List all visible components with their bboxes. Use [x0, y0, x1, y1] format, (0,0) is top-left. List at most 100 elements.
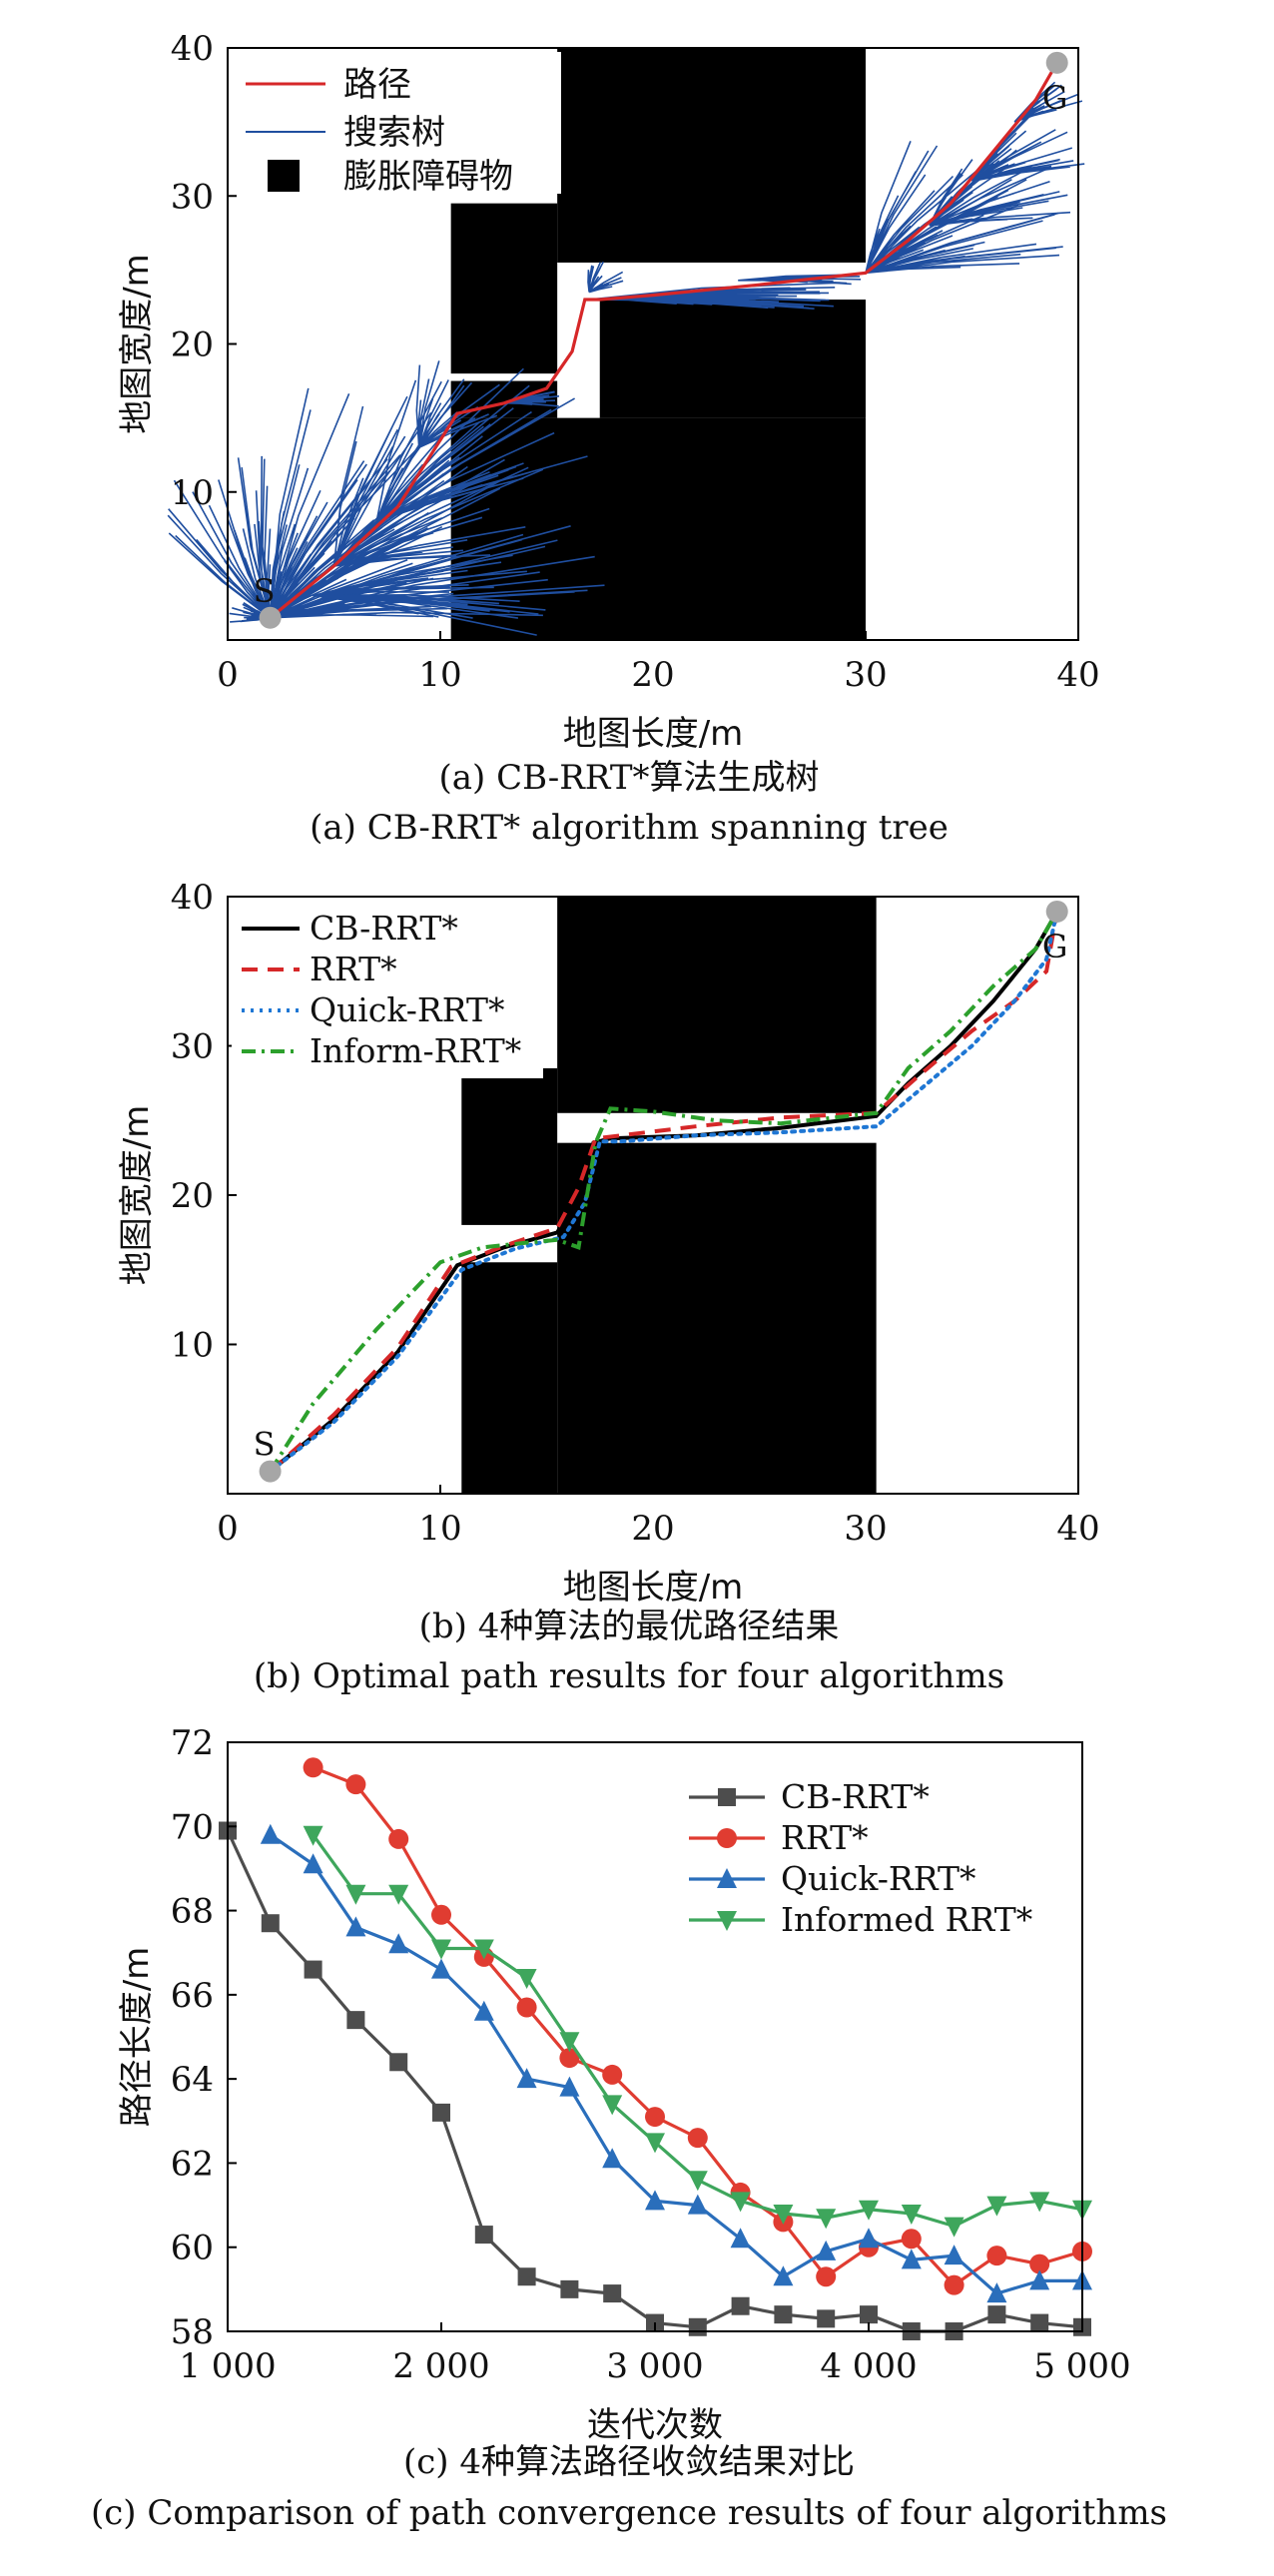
- c-point-3: [816, 2209, 837, 2230]
- a-xtick-label: 10: [418, 655, 461, 695]
- a-caption-en: (a) CB-RRT* algorithm spanning tree: [310, 808, 949, 848]
- b-xtick-label: 30: [844, 1509, 887, 1549]
- a-legend-label-tree: 搜索树: [343, 113, 445, 153]
- c-ytick-label: 70: [171, 1807, 214, 1847]
- b-y-axis-label: 地图宽度/m: [117, 1105, 157, 1286]
- c-point-3: [516, 1969, 537, 1989]
- c-point-1: [431, 1904, 451, 1925]
- c-caption-en: (c) Comparison of path convergence resul…: [91, 2493, 1167, 2533]
- a-tree-branches: [738, 274, 862, 286]
- c-point-2: [473, 2000, 494, 2021]
- c-point-0: [389, 2053, 408, 2072]
- c-legend-label-0: CB-RRT*: [781, 1777, 930, 1816]
- b-legend-label-cb-rrt: CB-RRT*: [310, 909, 458, 948]
- c-point-2: [645, 2190, 665, 2211]
- c-point-2: [431, 1958, 451, 1979]
- c-point-2: [944, 2245, 964, 2265]
- b-xtick-label: 0: [217, 1509, 239, 1549]
- a-start-label: S: [254, 572, 276, 610]
- c-legend-label-3: Informed RRT*: [781, 1900, 1032, 1939]
- b-xtick-label: 10: [418, 1509, 461, 1549]
- c-point-0: [261, 1914, 280, 1933]
- c-point-3: [944, 2217, 964, 2238]
- c-ytick-label: 58: [171, 2312, 214, 2352]
- b-series-line-3: [268, 911, 1059, 1473]
- a-ytick-label: 20: [171, 325, 214, 365]
- b-ytick-label: 30: [171, 1027, 214, 1067]
- c-legend: CB-RRT*RRT*Quick-RRT*Informed RRT*: [689, 1777, 1032, 1939]
- c-ytick-label: 62: [171, 2144, 214, 2184]
- a-obstacle: [599, 300, 866, 418]
- b-legend-label-quick-rrt: Quick-RRT*: [310, 990, 505, 1029]
- a-tree-branches: [587, 261, 624, 294]
- c-caption-zh: (c) 4种算法路径收敛结果对比: [403, 2442, 855, 2482]
- b-ytick-label: 20: [171, 1176, 214, 1216]
- a-legend-label-path: 路径: [343, 65, 411, 105]
- a-tree-branches: [167, 455, 368, 619]
- c-point-0: [731, 2296, 750, 2315]
- c-point-3: [901, 2205, 922, 2225]
- c-point-3: [345, 1884, 366, 1905]
- c-point-3: [602, 2095, 623, 2116]
- c-point-1: [816, 2266, 837, 2287]
- c-series-lines: [219, 1757, 1092, 2340]
- b-caption-zh: (b) 4种算法的最优路径结果: [419, 1607, 840, 1646]
- a-legend-label-obstacle: 膨胀障碍物: [343, 157, 513, 197]
- c-point-1: [345, 1774, 366, 1795]
- c-point-0: [817, 2309, 836, 2328]
- a-tree-branches: [332, 395, 544, 567]
- c-point-0: [560, 2279, 579, 2298]
- c-point-0: [474, 2226, 493, 2245]
- a-xtick-label: 0: [217, 655, 239, 695]
- b-legend-label-inform-rrt: Inform-RRT*: [310, 1031, 521, 1070]
- c-ytick-label: 60: [171, 2229, 214, 2268]
- b-series-lines: [268, 910, 1059, 1474]
- c-ytick-label: 66: [171, 1976, 214, 2016]
- a-xtick-label: 30: [844, 655, 887, 695]
- c-point-2: [559, 2076, 580, 2097]
- a-path-line: [269, 62, 1059, 620]
- c-point-3: [303, 1825, 323, 1846]
- b-xtick-label: 40: [1056, 1509, 1099, 1549]
- c-point-2: [516, 2068, 537, 2089]
- b-obstacle: [461, 1262, 558, 1494]
- c-point-0: [603, 2284, 622, 2303]
- c-point-3: [859, 2200, 879, 2221]
- c-plot-frame: [227, 1741, 1083, 2332]
- b-ytick-label: 10: [171, 1326, 214, 1366]
- a-legend: 路径 搜索树 膨胀障碍物: [232, 52, 561, 197]
- c-point-3: [645, 2133, 665, 2154]
- a-obstacles: [450, 48, 866, 640]
- a-goal-marker: [1045, 51, 1068, 74]
- c-ytick-label: 72: [171, 1723, 214, 1763]
- a-start-goal-markers: SG: [254, 51, 1068, 629]
- a-x-axis-label: 地图长度/m: [563, 714, 744, 754]
- b-legend-label-rrt: RRT*: [310, 950, 397, 988]
- c-point-1: [986, 2246, 1007, 2266]
- a-tree-branches: [313, 554, 546, 636]
- c-point-1: [388, 1828, 409, 1849]
- c-point-1: [516, 1997, 537, 2018]
- c-ytick-label: 64: [171, 2060, 214, 2100]
- a-obstacle: [450, 417, 866, 640]
- c-point-3: [559, 2032, 580, 2053]
- c-point-0: [346, 2011, 365, 2030]
- c-xtick-label: 4 000: [820, 2346, 917, 2386]
- c-legend-label-1: RRT*: [781, 1818, 869, 1857]
- c-point-2: [303, 1853, 323, 1874]
- c-point-1: [687, 2128, 708, 2149]
- c-point-2: [260, 1823, 281, 1844]
- b-obstacle: [461, 1067, 558, 1225]
- a-axis-ticks: 0 10 20 30 40 10 20 30 40: [171, 29, 1100, 695]
- c-point-0: [304, 1960, 322, 1979]
- b-start-marker: [259, 1460, 282, 1483]
- a-tree-branches: [970, 106, 1085, 183]
- c-point-2: [859, 2228, 879, 2249]
- c-point-2: [1029, 2269, 1050, 2290]
- c-point-3: [388, 1884, 409, 1905]
- b-obstacles: [461, 897, 877, 1494]
- b-series-line-2: [268, 910, 1059, 1474]
- b-ytick-label: 40: [171, 878, 214, 918]
- a-ytick-label: 30: [171, 177, 214, 217]
